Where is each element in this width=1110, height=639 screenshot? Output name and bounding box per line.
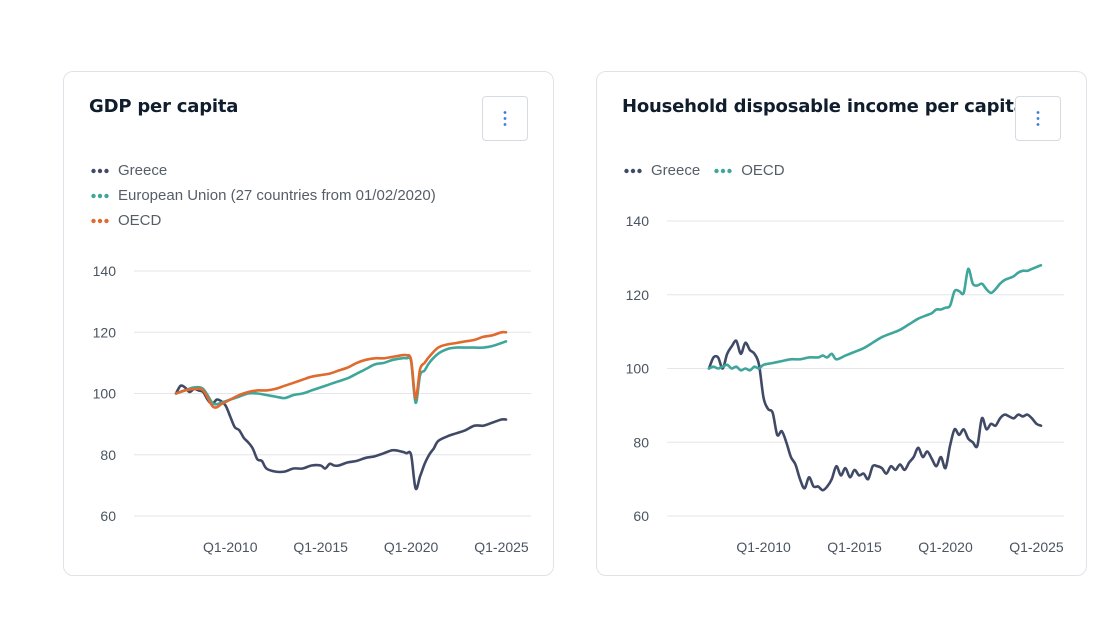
chart-menu-button[interactable] xyxy=(1015,96,1061,141)
y-tick-label: 120 xyxy=(93,324,117,340)
legend-swatch-greece xyxy=(624,168,642,173)
gridlines xyxy=(667,220,1064,517)
y-tick-label: 140 xyxy=(93,263,117,279)
chart-title: GDP per capita xyxy=(89,96,239,117)
legend-label: Greece xyxy=(651,162,701,179)
x-tick-label: Q1-2010 xyxy=(736,539,791,555)
x-tick-label: Q1-2010 xyxy=(203,539,258,555)
gdp-chart-card: GDP per capita Greece European Union (27… xyxy=(63,71,554,576)
chart-legend: Greece European Union (27 countries from… xyxy=(91,158,436,233)
legend-swatch-greece xyxy=(91,168,109,173)
legend-item-oecd[interactable]: OECD xyxy=(714,158,785,183)
x-tick-label: Q1-2020 xyxy=(918,539,973,555)
y-tick-label: 100 xyxy=(626,361,650,377)
y-tick-label: 100 xyxy=(93,386,117,402)
y-tick-label: 80 xyxy=(633,434,649,450)
legend-item-eu[interactable]: European Union (27 countries from 01/02/… xyxy=(91,183,436,208)
x-tick-label: Q1-2015 xyxy=(293,539,348,555)
legend-label: OECD xyxy=(741,162,785,179)
legend-label: European Union (27 countries from 01/02/… xyxy=(118,187,436,204)
vertical-ellipsis-icon xyxy=(503,111,507,126)
gdp-line-chart: 60 80 100 120 140 Q1-2010 Q1-2015 Q1-2020 Q1-202… xyxy=(93,263,531,555)
legend-item-greece[interactable]: Greece xyxy=(91,158,436,183)
legend-label: Greece xyxy=(118,162,168,179)
chart-legend: Greece OECD xyxy=(624,158,799,183)
legend-swatch-eu xyxy=(91,193,109,198)
x-tick-label: Q1-2015 xyxy=(827,539,882,555)
y-tick-label: 80 xyxy=(100,447,116,463)
y-tick-label: 60 xyxy=(100,508,116,524)
legend-swatch-oecd xyxy=(91,218,109,223)
chart-title: Household disposable income per capita xyxy=(622,96,1026,117)
y-tick-label: 120 xyxy=(626,287,650,303)
y-tick-label: 140 xyxy=(626,213,650,229)
series-line-oecd[interactable] xyxy=(174,330,508,409)
x-tick-label: Q1-2020 xyxy=(384,539,439,555)
y-tick-label: 60 xyxy=(633,508,649,524)
chart-menu-button[interactable] xyxy=(482,96,528,141)
legend-item-oecd[interactable]: OECD xyxy=(91,208,436,233)
household-income-chart-card: Household disposable income per capita G… xyxy=(596,71,1087,576)
gridlines xyxy=(134,270,531,517)
vertical-ellipsis-icon xyxy=(1036,111,1040,126)
legend-label: OECD xyxy=(118,212,162,229)
series-line-oecd[interactable] xyxy=(707,264,1043,372)
series-line-greece[interactable] xyxy=(174,384,508,491)
legend-swatch-oecd xyxy=(714,168,732,173)
x-tick-label: Q1-2025 xyxy=(474,539,529,555)
x-tick-label: Q1-2025 xyxy=(1009,539,1064,555)
series-line-european[interactable] xyxy=(174,340,508,406)
series-line-greece[interactable] xyxy=(707,339,1043,492)
household-income-line-chart: 60 80 100 120 140 Q1-2010 Q1-2015 Q1-2020 Q1-202… xyxy=(626,213,1064,555)
legend-item-greece[interactable]: Greece xyxy=(624,158,700,183)
